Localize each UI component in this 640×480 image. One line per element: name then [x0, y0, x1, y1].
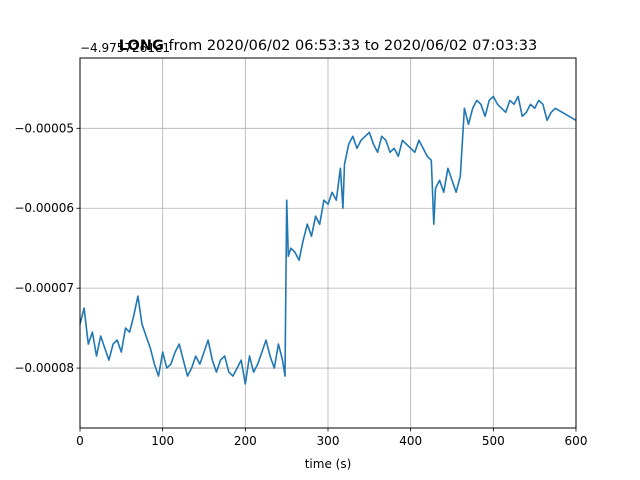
x-tick-label: 400: [399, 434, 422, 448]
y-axis-offset-label: −4.9757261e1: [80, 41, 170, 55]
y-tick-label: −0.00006: [14, 201, 74, 215]
series-layer: [79, 95, 577, 385]
chart-title: LONG from 2020/06/02 06:53:33 to 2020/06…: [119, 38, 537, 54]
x-tick-label: 500: [482, 434, 505, 448]
y-axis-ticks: −0.00008 −0.00007 −0.00006 −0.00005: [14, 121, 80, 375]
x-tick-label: 0: [76, 434, 84, 448]
x-tick-label: 600: [565, 434, 588, 448]
chart-title-rest: from 2020/06/02 06:53:33 to 2020/06/02 0…: [164, 38, 537, 54]
y-tick-label: −0.00008: [14, 361, 74, 375]
x-axis-label: time (s): [305, 457, 352, 471]
x-tick-label: 100: [151, 434, 174, 448]
y-tick-label: −0.00007: [14, 281, 74, 295]
x-tick-label: 200: [234, 434, 257, 448]
x-axis-ticks: 0 100 200 300 400 500 600: [76, 428, 587, 448]
chart-title-bold: LONG: [119, 38, 164, 54]
y-tick-label: −0.00005: [14, 121, 74, 135]
series-line-1: [79, 95, 577, 385]
x-tick-label: 300: [317, 434, 340, 448]
